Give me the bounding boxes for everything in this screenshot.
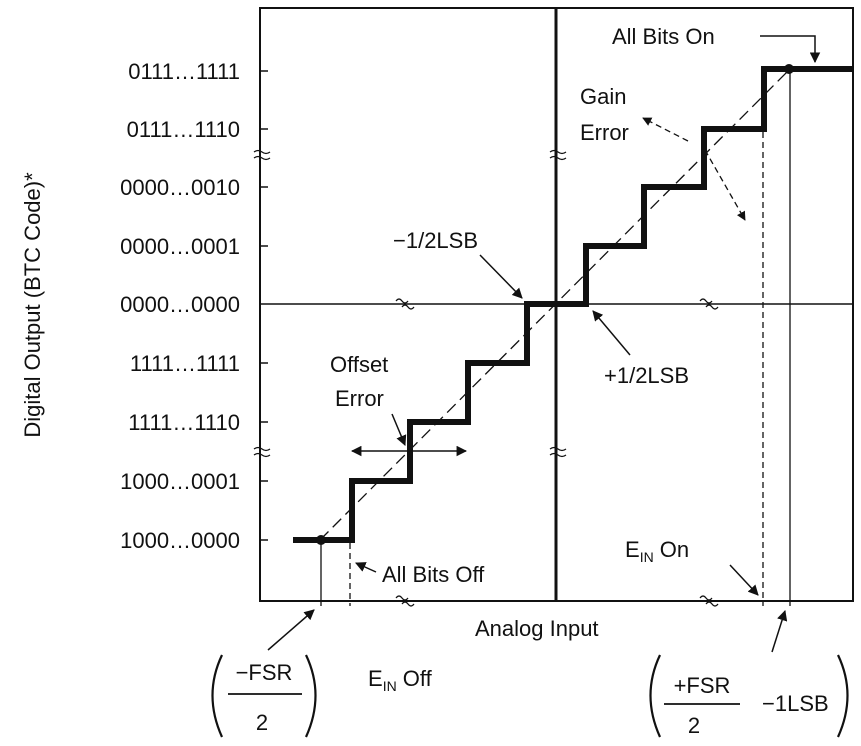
x-axis-label: Analog Input [475, 616, 599, 641]
left-fsr-arrow [267, 609, 315, 651]
gain-error-arrow-up [642, 117, 689, 142]
offset-error-label-1: Offset [330, 352, 388, 377]
gain-error-arrow-down [704, 149, 746, 221]
right-formula-denominator: 2 [688, 713, 700, 738]
right-paren [836, 654, 849, 738]
gain-error-label-1: Gain [580, 84, 626, 109]
code-label: 0111…1110 [127, 117, 240, 142]
code-label: 1111…1111 [130, 351, 240, 376]
offset-error-label-2: Error [335, 386, 384, 411]
right-fsr-formula: +FSR 2 −1LSB [649, 654, 849, 738]
left-formula-numerator: −FSR [236, 660, 293, 685]
transfer-staircase [293, 66, 853, 543]
gain-error-label-2: Error [580, 120, 629, 145]
right-paren [304, 654, 317, 738]
all-bits-on-label: All Bits On [612, 24, 715, 49]
code-label: 0000…0000 [120, 292, 240, 317]
code-label: 1000…0000 [120, 528, 240, 553]
plus-half-lsb-label: +1/2LSB [604, 363, 689, 388]
all-bits-off-arrow [355, 562, 377, 573]
code-label: 1111…1110 [128, 410, 240, 435]
minus-half-lsb-label: −1/2LSB [393, 228, 478, 253]
code-label: 0000…0001 [120, 234, 240, 259]
left-formula-denominator: 2 [256, 710, 268, 735]
plus-half-lsb-arrow [592, 310, 631, 356]
axis-break-marks [253, 149, 719, 607]
offset-error-pointer [391, 413, 407, 446]
left-fsr-formula: −FSR 2 [211, 654, 317, 738]
y-ticks [260, 70, 268, 541]
y-axis-label: Digital Output (BTC Code)* [20, 172, 45, 438]
minus-half-lsb-arrow [479, 254, 523, 299]
left-paren [211, 654, 224, 738]
code-label: 0111…1111 [128, 59, 240, 84]
code-label: 0000…0010 [120, 175, 240, 200]
all-bits-on-arrow [760, 35, 821, 64]
ein-on-label: EIN On [625, 537, 689, 565]
right-formula-tail: −1LSB [762, 691, 829, 716]
code-labels: 0111…1111 0111…1110 0000…0010 0000…0001 … [120, 59, 240, 553]
right-fsr-arrow [771, 609, 788, 653]
left-paren [649, 654, 662, 738]
right-formula-numerator: +FSR [674, 673, 731, 698]
all-bits-on-point [784, 64, 794, 74]
ein-off-label: EIN Off [368, 666, 433, 694]
ein-on-arrow [729, 564, 759, 596]
all-bits-off-label: All Bits Off [382, 562, 485, 587]
code-label: 1000…0001 [120, 469, 240, 494]
